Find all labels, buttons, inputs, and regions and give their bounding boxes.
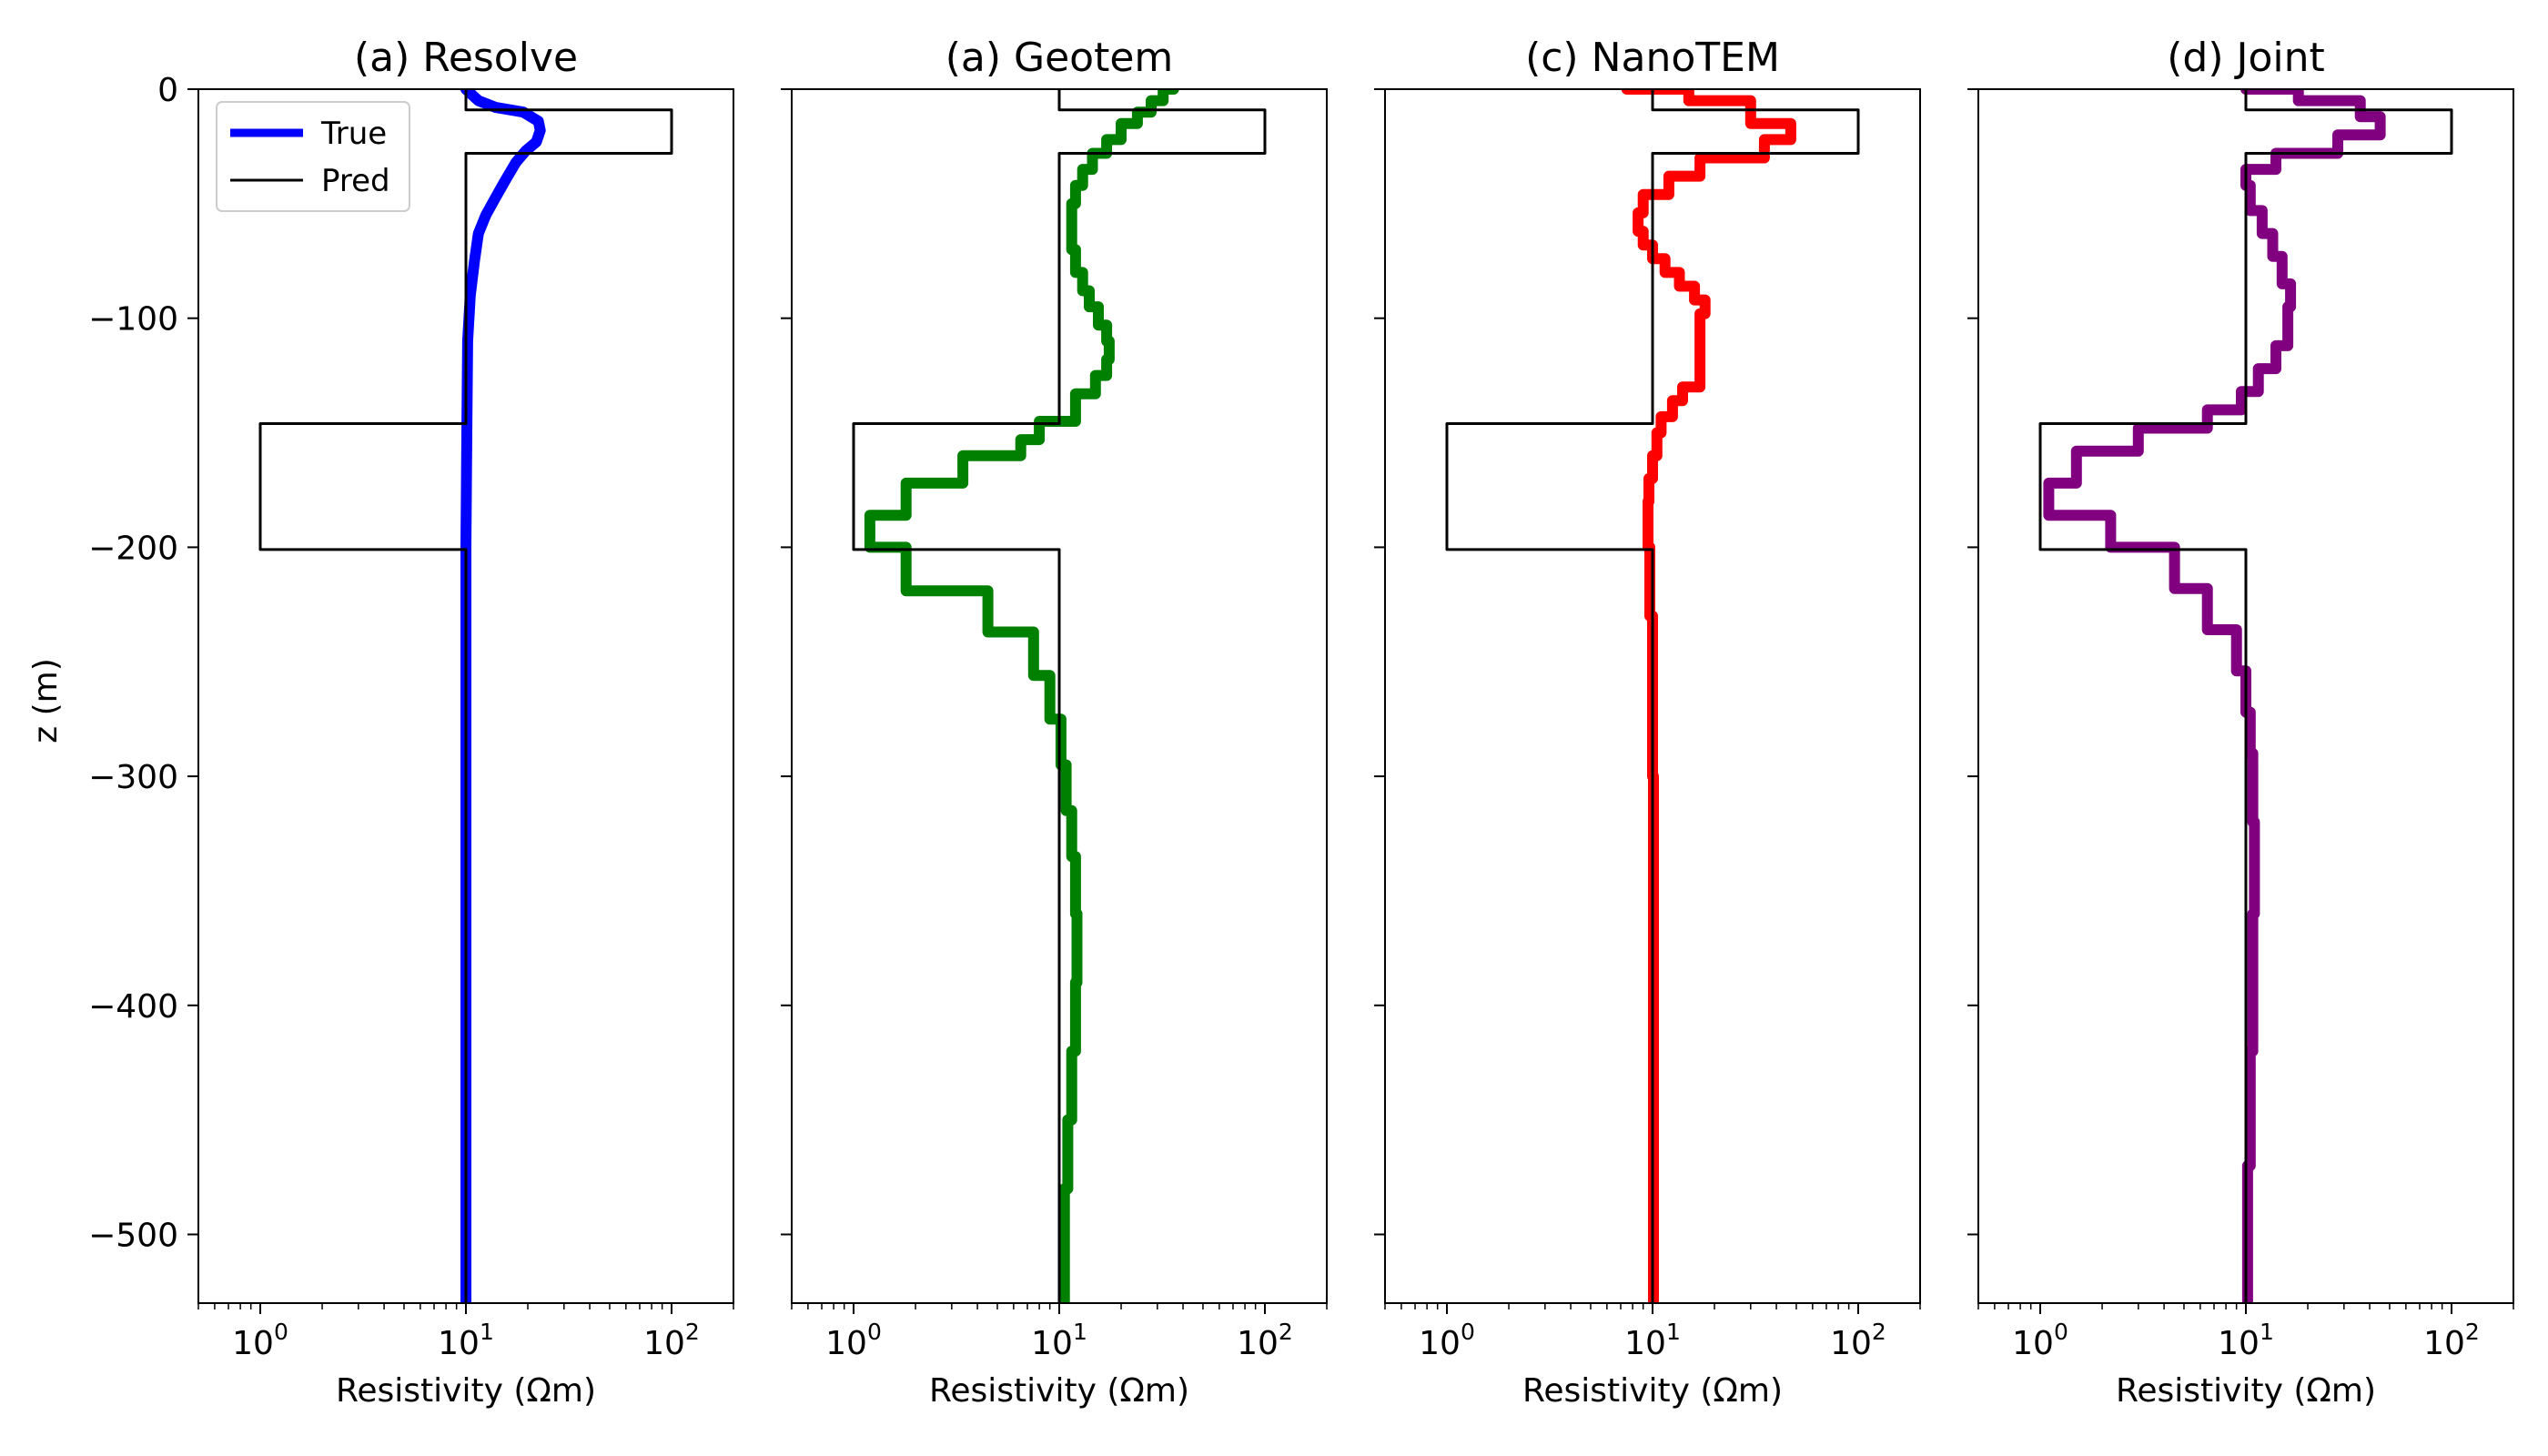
x-axis-label: Resistivity (Ωm): [336, 1372, 596, 1410]
x-tick-label: 102: [2423, 1319, 2480, 1362]
y-tick-label: −400: [88, 988, 178, 1026]
x-tick-label: 100: [825, 1319, 882, 1362]
series-pred-line: [2038, 89, 2453, 1303]
series-pred-line: [852, 89, 1267, 1303]
series-true-line: [460, 89, 546, 1303]
panel-title: (c) NanoTEM: [1525, 35, 1780, 81]
panel-4: (d) Joint 100 101 102 Resistivity (Ωm): [1967, 35, 2514, 1410]
x-tick-label: 100: [1419, 1319, 1475, 1362]
legend-true-label: True: [320, 116, 387, 152]
y-tick-label: −300: [88, 759, 178, 796]
x-axis-label: Resistivity (Ωm): [2116, 1372, 2376, 1410]
y-axis: [1374, 88, 1385, 1236]
plot-area: [258, 89, 673, 1303]
panel-title: (d) Joint: [2167, 35, 2325, 81]
y-tick-label: −100: [88, 301, 178, 339]
y-tick-label: 0: [157, 72, 178, 109]
x-axis-label: Resistivity (Ωm): [929, 1372, 1189, 1410]
x-axis: 100 101 102: [1384, 1303, 1921, 1362]
x-tick-label: 101: [1031, 1319, 1087, 1362]
legend: True Pred: [216, 101, 410, 212]
y-axis-label: z (m): [27, 658, 65, 743]
series-true-line: [1621, 89, 1796, 1303]
panels: (a) Resolve 100 101 102 Resistivity (Ωm) 0 −10…: [88, 35, 2514, 1410]
x-tick-label: 100: [2012, 1319, 2068, 1362]
panel-3: (c) NanoTEM 100 101 102 Resistivity (Ωm): [1374, 35, 1921, 1410]
x-axis: 100 101 102: [197, 1303, 734, 1362]
legend-pred-label: Pred: [321, 163, 390, 199]
x-tick-label: 101: [2218, 1319, 2274, 1362]
panel-title: (a) Resolve: [354, 35, 578, 81]
panel-2: (a) Geotem 100 101 102 Resistivity (Ωm): [781, 35, 1328, 1410]
panel-1: (a) Resolve 100 101 102 Resistivity (Ωm) 0 −10…: [88, 35, 734, 1410]
series-pred-line: [1445, 89, 1860, 1303]
x-axis: 100 101 102: [791, 1303, 1328, 1362]
series-true-line: [864, 89, 1179, 1303]
y-axis: [781, 88, 792, 1236]
series-pred-line: [258, 89, 673, 1303]
y-axis: 0 −100 −200 −300 −400 −500: [88, 72, 198, 1254]
x-tick-label: 101: [1624, 1319, 1681, 1362]
y-tick-label: −200: [88, 530, 178, 567]
plot-area: [852, 89, 1267, 1303]
x-tick-label: 102: [1830, 1319, 1886, 1362]
plot-area: [2038, 89, 2453, 1303]
x-axis: 100 101 102: [1977, 1303, 2514, 1362]
x-tick-label: 102: [643, 1319, 700, 1362]
y-axis: [1967, 88, 1978, 1236]
x-tick-label: 101: [438, 1319, 494, 1362]
panel-title: (a) Geotem: [945, 35, 1174, 81]
plot-area: [1445, 89, 1860, 1303]
series-true-line: [2043, 89, 2386, 1303]
x-axis-label: Resistivity (Ωm): [1522, 1372, 1783, 1410]
y-tick-label: −500: [88, 1217, 178, 1254]
x-tick-label: 100: [232, 1319, 288, 1362]
x-tick-label: 102: [1237, 1319, 1293, 1362]
